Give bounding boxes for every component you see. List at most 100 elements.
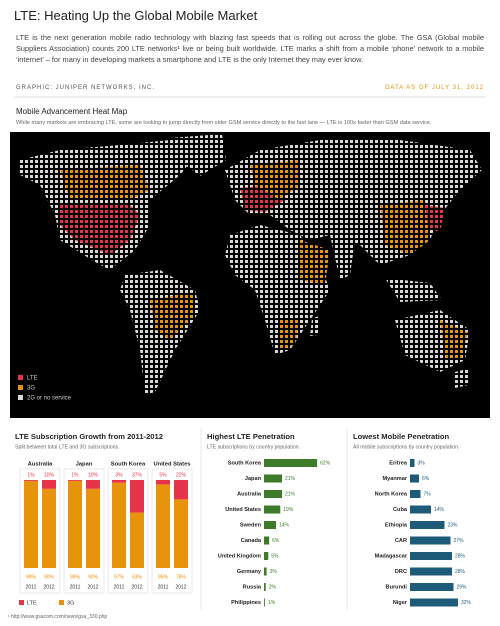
legend-swatch [18, 395, 23, 400]
bar [410, 552, 452, 560]
value-label: 6% [272, 538, 280, 544]
value-label: 29% [457, 584, 468, 590]
category-label: Philippines [231, 600, 261, 606]
category-label: Canada [241, 538, 262, 544]
category-label: United Kingdom [218, 553, 261, 559]
group-label: Japan [76, 462, 93, 468]
x-tick-label: 2012 [175, 584, 186, 590]
value-label: 22% [176, 472, 187, 478]
value-label: 27% [454, 538, 465, 544]
bar [410, 459, 415, 467]
bar [410, 536, 451, 545]
bar-segment [86, 480, 100, 489]
bar-segment [130, 480, 144, 513]
value-label: 10% [44, 472, 55, 478]
chart-title: LTE Subscription Growth from 2011-2012 [15, 432, 163, 441]
value-label: 32% [461, 600, 472, 606]
category-label: Madagascar [375, 553, 408, 559]
group-frame [19, 468, 61, 594]
category-label: Ethiopia [385, 522, 408, 528]
bar-segment [156, 484, 170, 568]
bar [264, 567, 267, 576]
bar-segment [174, 499, 188, 568]
intro: LTE is the next generation mobile radio … [16, 33, 484, 64]
legend-label: LTE [27, 600, 37, 606]
value-label: 6% [422, 476, 430, 482]
value-label: 28% [455, 569, 466, 575]
category-label: Myanmar [382, 476, 407, 482]
group-frame [151, 468, 193, 594]
chart-title: Highest LTE Penetration [207, 432, 295, 441]
bar-segment [130, 512, 144, 568]
category-label: North Korea [375, 491, 408, 497]
bar [264, 583, 266, 591]
value-label: 2% [269, 584, 277, 590]
value-label: 28% [455, 553, 466, 559]
category-label: Niger [393, 600, 408, 606]
value-label: 62% [320, 460, 331, 466]
value-label: 1% [27, 472, 35, 478]
value-label: 90% [44, 574, 55, 580]
value-label: 5% [271, 553, 279, 559]
legend-swatch [19, 600, 24, 605]
category-label: United States [225, 507, 261, 513]
value-label: 99% [70, 574, 81, 580]
value-label: 78% [176, 574, 187, 580]
chart-subtitle: Split between total LTE and 3G subscript… [15, 444, 120, 450]
date: DATA AS OF JULY 31, 2012 [385, 85, 484, 91]
value-label: 7% [424, 491, 432, 497]
value-label: 3% [418, 460, 426, 466]
bar [410, 598, 458, 607]
bar-segment [24, 480, 38, 568]
bar [410, 521, 445, 529]
group-frame [63, 468, 105, 594]
legend-label: LTE [27, 376, 38, 382]
category-label: South Korea [228, 460, 262, 466]
chart-subtitle: All mobile subscriptions by country popu… [353, 444, 459, 450]
bar [264, 490, 282, 498]
value-label: 10% [88, 472, 99, 478]
group-label: United States [153, 462, 190, 468]
category-label: DRC [395, 569, 407, 575]
value-label: 90% [88, 574, 99, 580]
category-label: Japan [245, 476, 262, 482]
bar [264, 521, 276, 529]
legend-swatch [59, 600, 64, 605]
group-frame [107, 468, 149, 594]
category-label: Cuba [393, 507, 408, 513]
bar [264, 505, 281, 514]
value-label: 21% [285, 491, 296, 497]
value-label: 5% [159, 472, 167, 478]
x-tick-label: 2012 [87, 584, 98, 590]
value-label: 21% [285, 476, 296, 482]
category-label: Germany [237, 569, 262, 575]
bar [264, 552, 269, 560]
x-tick-label: 2012 [43, 584, 54, 590]
value-label: 3% [270, 569, 278, 575]
bar-segment [112, 482, 126, 568]
value-label: 1% [71, 472, 79, 478]
bar-segment [42, 480, 56, 489]
value-label: 3% [115, 472, 123, 478]
chart-subtitle: LTE subscriptions by country population. [207, 444, 300, 450]
category-label: Australia [237, 491, 262, 497]
map-title: Mobile Advancement Heat Map [16, 107, 128, 116]
bar-segment [24, 480, 38, 481]
value-label: 63% [132, 574, 143, 580]
bar-segment [68, 480, 82, 568]
value-label: 97% [114, 574, 125, 580]
category-label: Eritrea [389, 460, 408, 466]
bar [410, 583, 454, 591]
bar [410, 567, 452, 576]
bar [264, 598, 265, 607]
category-label: CAR [395, 538, 407, 544]
legend-swatch [18, 375, 23, 380]
value-label: 14% [279, 522, 290, 528]
legend-swatch [18, 385, 23, 390]
map-subtitle: While many markets are embracing LTE, so… [16, 120, 432, 126]
page-title: LTE: Heating Up the Global Mobile Market [14, 8, 258, 23]
bar-segment [42, 488, 56, 568]
legend-label: 3G [27, 386, 35, 392]
legend-label: 3G [67, 600, 74, 606]
